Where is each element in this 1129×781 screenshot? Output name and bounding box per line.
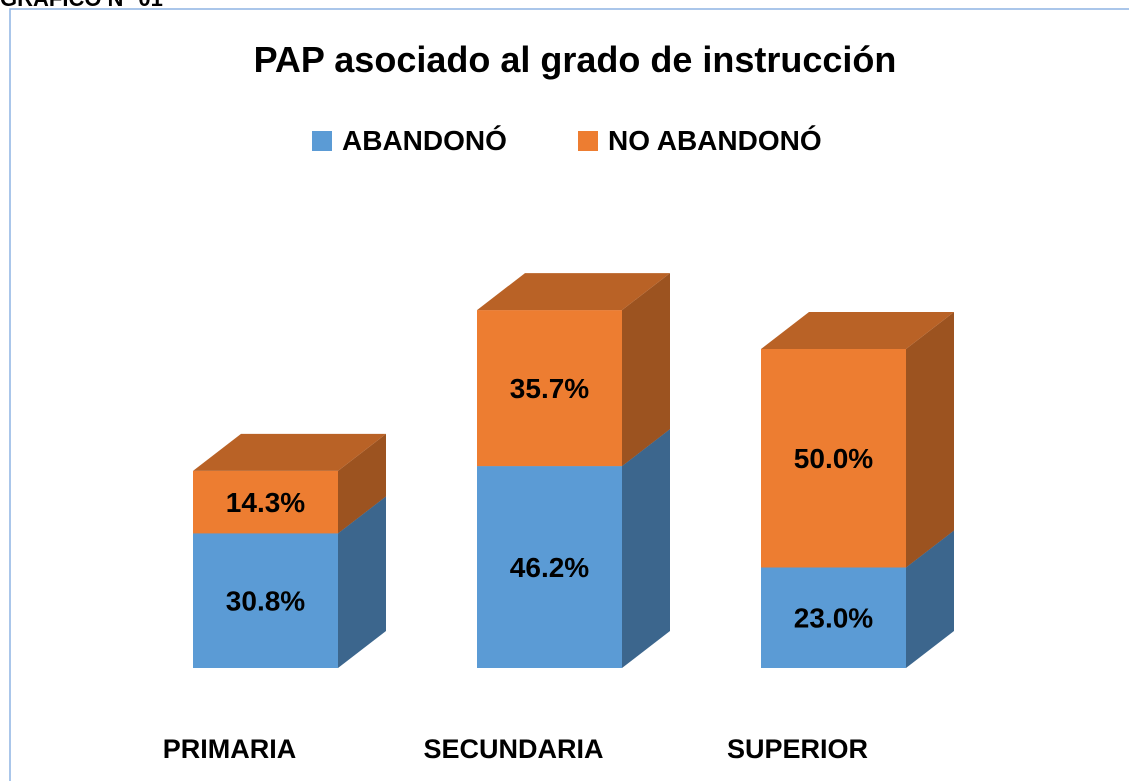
bar-top xyxy=(477,273,670,311)
bar-side xyxy=(906,311,954,568)
bar-side xyxy=(906,530,954,668)
legend-swatch xyxy=(578,131,598,151)
bar-side xyxy=(622,273,670,467)
bar-side xyxy=(338,433,386,534)
data-label: 50.0% xyxy=(794,443,873,474)
bar xyxy=(477,310,622,467)
x-tick-label: SECUNDARIA xyxy=(423,734,603,764)
bar-side xyxy=(622,429,670,668)
legend-label: NO ABANDONÓ xyxy=(608,125,822,156)
x-tick-label: PRIMARIA xyxy=(163,734,297,764)
data-label: 23.0% xyxy=(794,603,873,634)
legend-label: ABANDONÓ xyxy=(342,125,507,156)
chart-frame xyxy=(9,8,1129,781)
data-label: 35.7% xyxy=(510,373,589,404)
data-label: 46.2% xyxy=(510,552,589,583)
page-header: GRAFICO N° 01 xyxy=(0,0,163,11)
legend-swatch xyxy=(312,131,332,151)
bar xyxy=(761,348,906,568)
bar-top xyxy=(761,311,954,349)
bar xyxy=(477,466,622,668)
data-label: 30.8% xyxy=(226,586,305,617)
bar-top xyxy=(193,433,386,471)
bar-side xyxy=(338,496,386,668)
chart-title: PAP asociado al grado de instrucción xyxy=(254,39,897,80)
bar xyxy=(193,470,338,534)
bar xyxy=(193,533,338,668)
data-label: 14.3% xyxy=(226,487,305,518)
bar xyxy=(761,567,906,668)
x-tick-label: SUPERIOR xyxy=(727,734,868,764)
